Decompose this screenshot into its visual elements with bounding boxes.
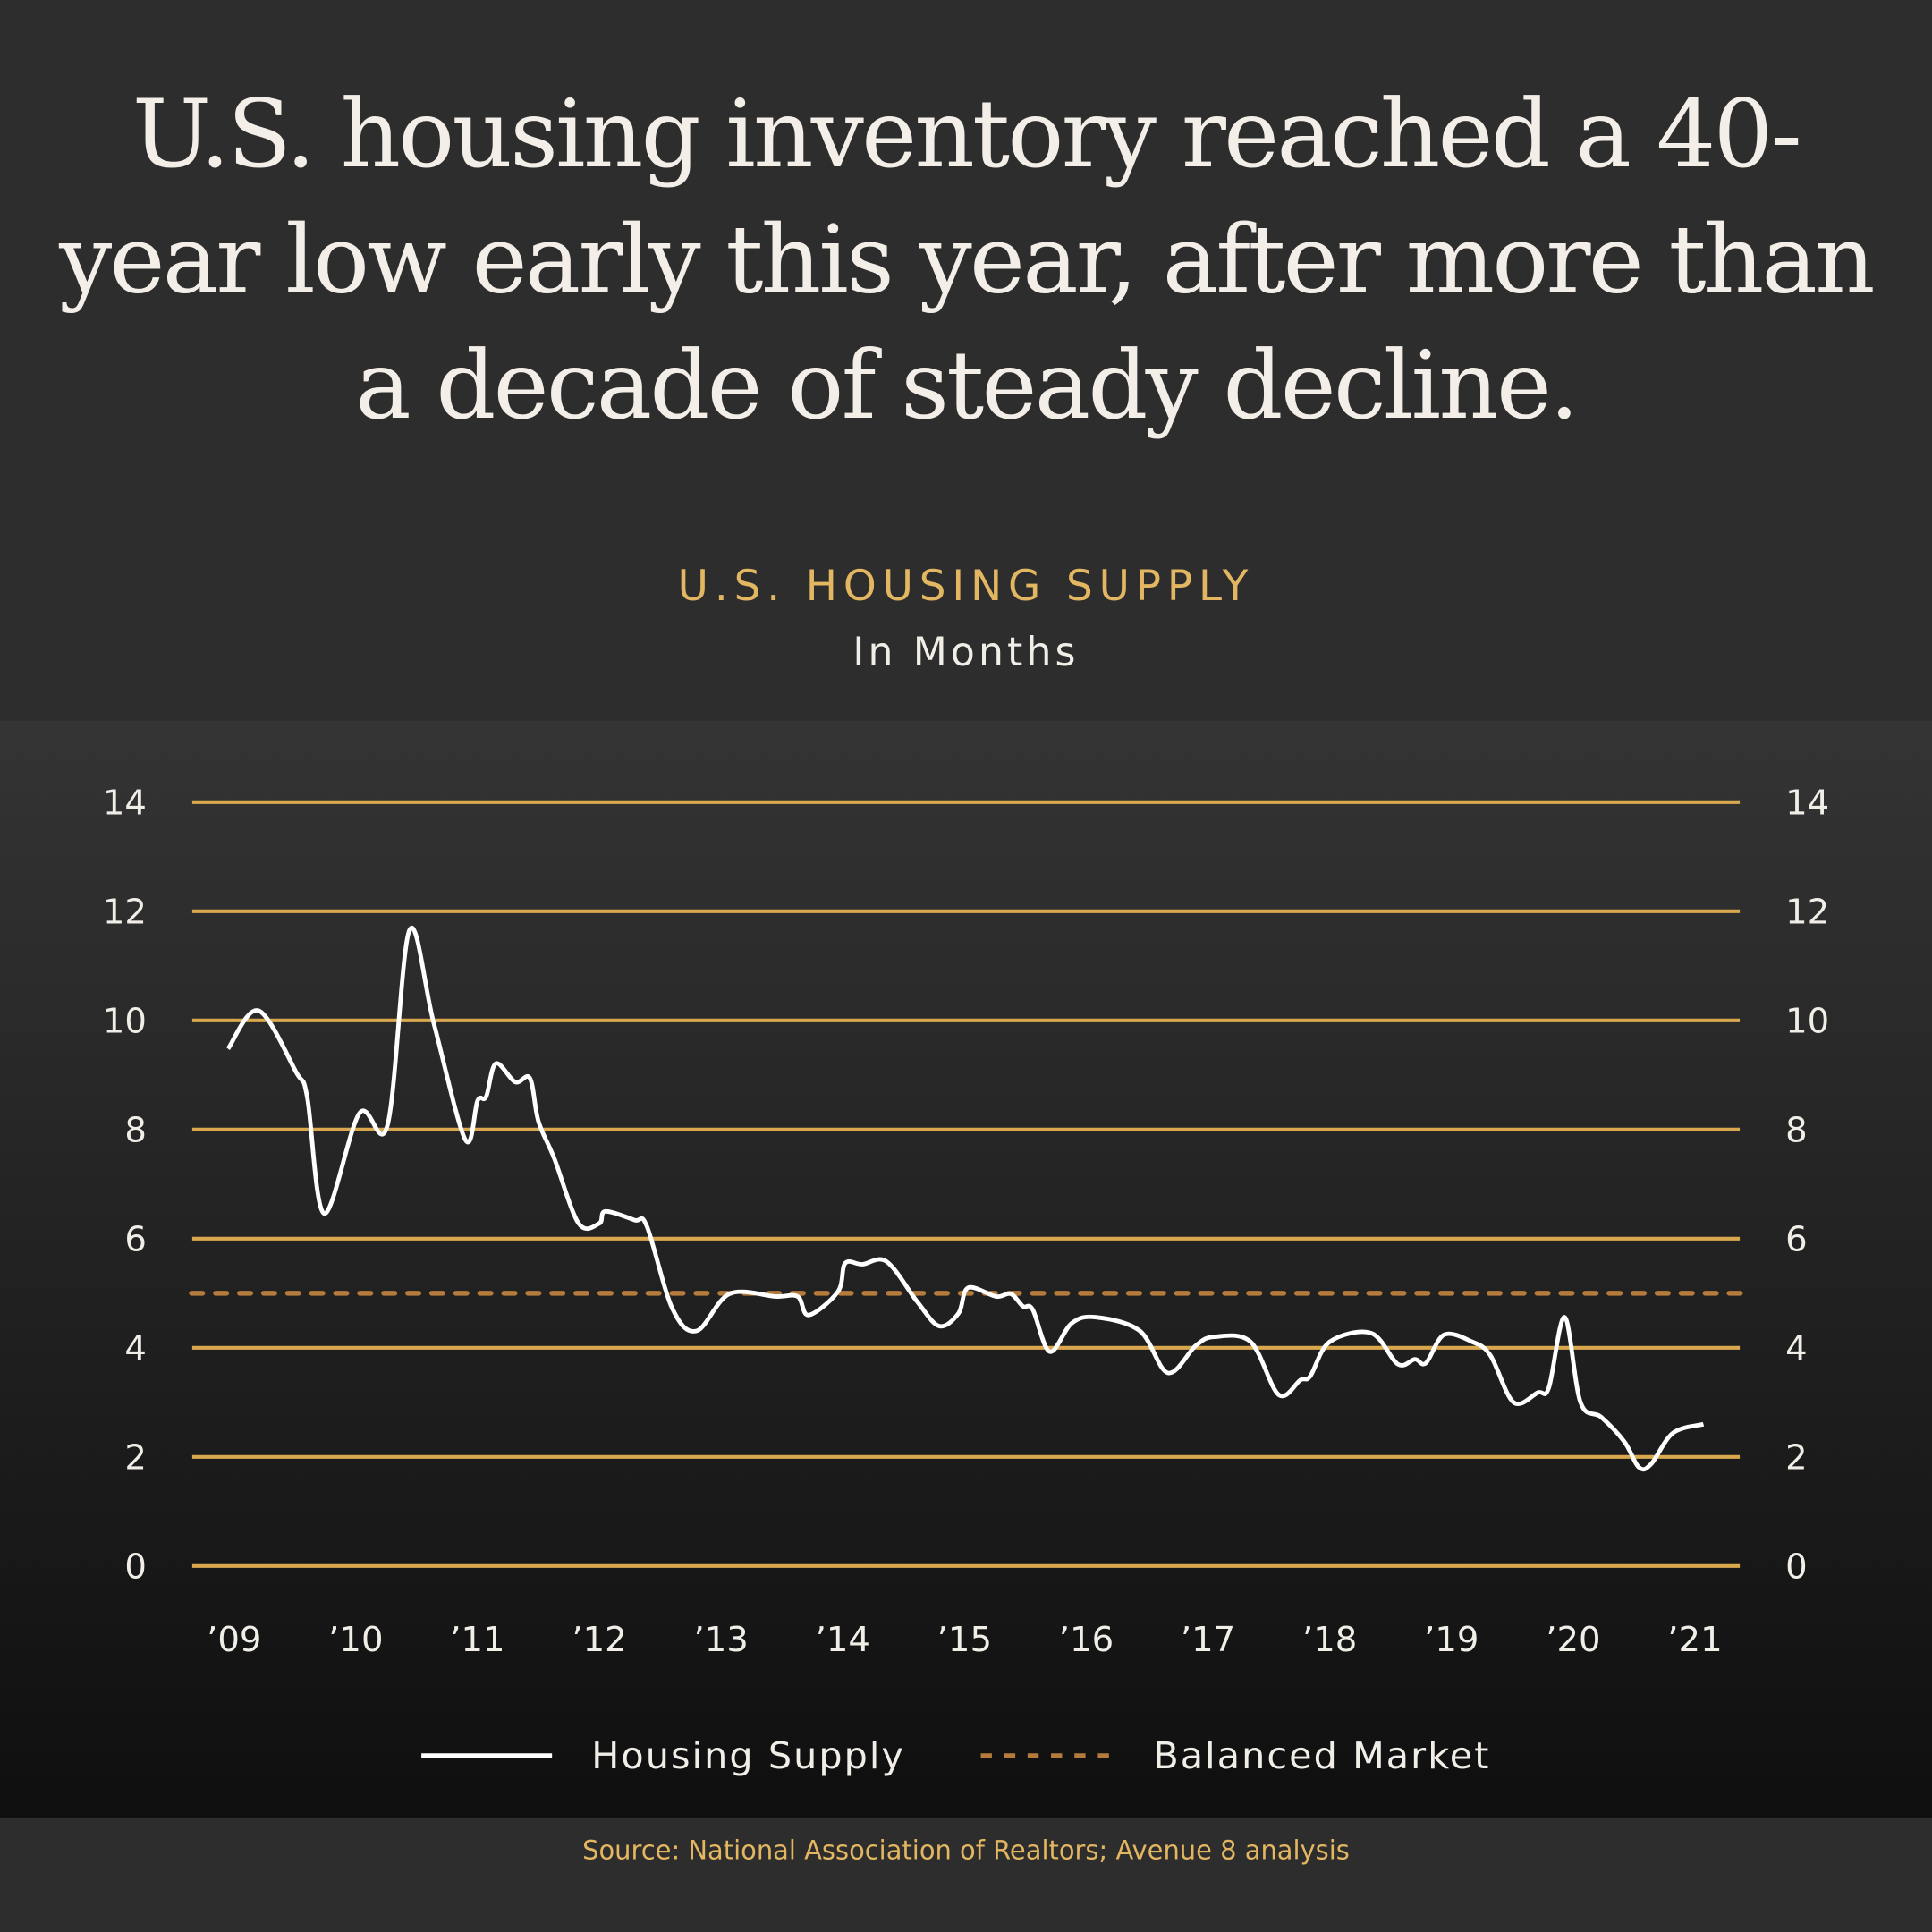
y-tick-right: 2 bbox=[1785, 1438, 1808, 1479]
y-tick-left: 0 bbox=[124, 1547, 147, 1588]
chart-title: U.S. HOUSING SUPPLY bbox=[677, 562, 1255, 612]
x-tick: ’21 bbox=[1667, 1620, 1722, 1660]
y-tick-left: 12 bbox=[103, 893, 147, 933]
x-tick: ’09 bbox=[207, 1620, 261, 1660]
y-tick-left: 14 bbox=[103, 784, 147, 824]
y-tick-right: 12 bbox=[1785, 893, 1829, 933]
y-tick-right: 0 bbox=[1785, 1547, 1808, 1588]
x-tick: ’14 bbox=[816, 1620, 870, 1660]
x-tick: ’15 bbox=[937, 1620, 992, 1660]
x-tick: ’11 bbox=[450, 1620, 504, 1660]
legend-label-balanced-market: Balanced Market bbox=[1153, 1734, 1490, 1777]
y-tick-right: 4 bbox=[1785, 1329, 1808, 1369]
x-tick: ’10 bbox=[328, 1620, 383, 1660]
y-tick-left: 8 bbox=[124, 1111, 147, 1151]
x-tick: ’18 bbox=[1302, 1620, 1357, 1660]
chart-subtitle: In Months bbox=[852, 628, 1080, 675]
y-tick-left: 6 bbox=[124, 1220, 147, 1260]
x-tick: ’13 bbox=[693, 1620, 748, 1660]
legend: Housing Supply Balanced Market bbox=[421, 1734, 1490, 1777]
footer bbox=[0, 1817, 1932, 1932]
y-tick-left: 2 bbox=[124, 1438, 147, 1479]
legend-label-housing-supply: Housing Supply bbox=[591, 1734, 905, 1777]
x-tick: ’16 bbox=[1059, 1620, 1114, 1660]
x-tick: ’19 bbox=[1424, 1620, 1479, 1660]
y-tick-right: 10 bbox=[1785, 1002, 1829, 1042]
housing-supply-line bbox=[225, 926, 1705, 1472]
y-tick-right: 6 bbox=[1785, 1220, 1808, 1260]
x-tick: ’12 bbox=[572, 1620, 626, 1660]
x-tick: ’20 bbox=[1546, 1620, 1600, 1660]
y-tick-left: 4 bbox=[124, 1329, 147, 1369]
y-tick-right: 8 bbox=[1785, 1111, 1808, 1151]
y-tick-right: 14 bbox=[1785, 784, 1829, 824]
headline: U.S. housing inventory reached a 40-year… bbox=[59, 79, 1875, 440]
y-tick-left: 10 bbox=[103, 1002, 147, 1042]
x-tick: ’17 bbox=[1181, 1620, 1235, 1660]
chart-panel bbox=[0, 720, 1932, 1818]
source-note: Source: National Association of Realtors… bbox=[582, 1835, 1350, 1866]
